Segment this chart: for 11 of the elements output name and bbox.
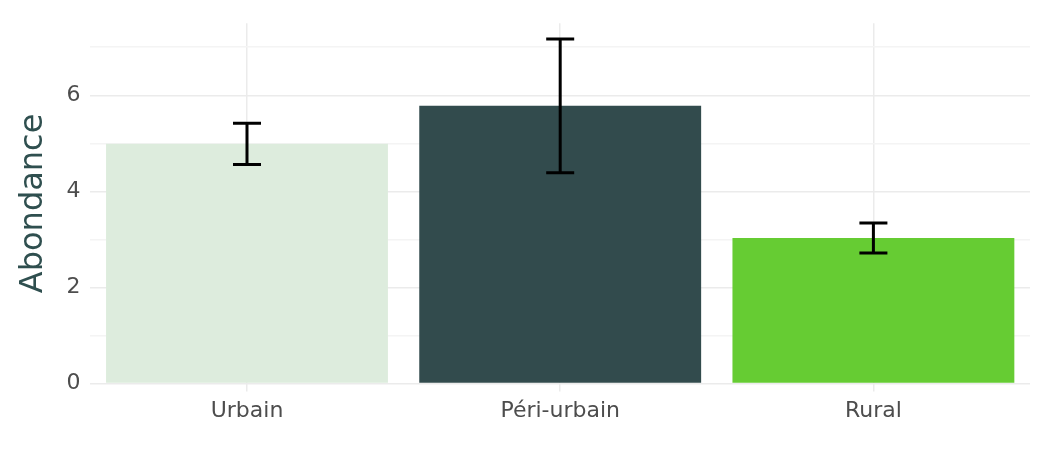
x-tick-label: Péri-urbain [500,396,620,422]
y-axis-title: Abondance [11,113,50,294]
y-tick-label: 0 [66,369,81,395]
y-tick-label: 2 [66,273,81,299]
x-tick-label: Rural [844,396,902,422]
bar [419,105,702,383]
bar [732,238,1015,383]
bar [106,143,388,383]
y-tick-label: 6 [66,81,81,106]
y-tick-label: 4 [66,177,81,203]
x-tick-label: Urbain [210,396,284,422]
